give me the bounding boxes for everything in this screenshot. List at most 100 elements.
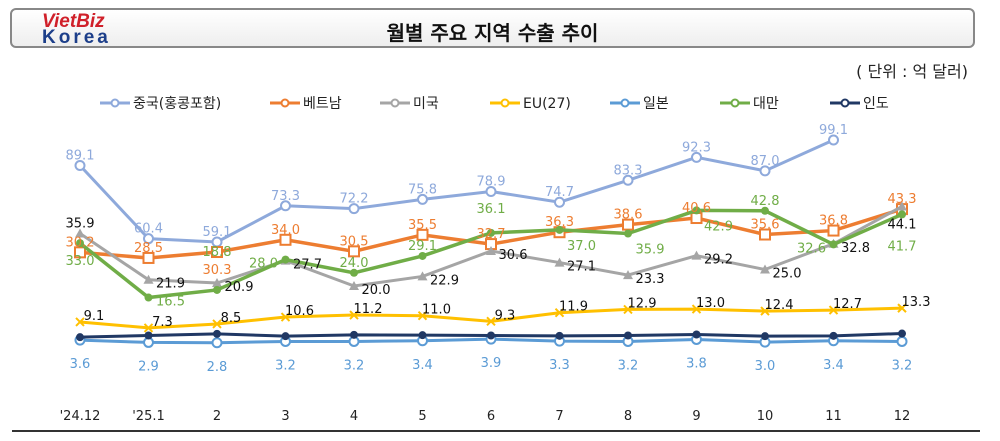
- data-point: [348, 245, 360, 258]
- data-label: 11.9: [559, 300, 588, 315]
- x-tick-label: 2: [213, 409, 221, 424]
- data-label: 3.8: [686, 356, 707, 371]
- data-label: 3.2: [618, 358, 639, 373]
- data-label: 12.4: [765, 298, 794, 313]
- x-tick-label: 9: [692, 409, 700, 424]
- data-point: [898, 210, 906, 219]
- x-tick-label: 7: [555, 409, 563, 424]
- data-point: [897, 303, 907, 313]
- unit-label: ( 단위 : 억 달러): [856, 62, 968, 81]
- data-label: 16.5: [156, 295, 185, 310]
- data-label: 32.8: [841, 241, 870, 256]
- data-point: [350, 268, 358, 277]
- data-label: 87.0: [751, 154, 780, 169]
- legend-label: 미국: [413, 96, 439, 112]
- data-point: [623, 270, 633, 280]
- data-point: [554, 257, 565, 267]
- data-point: [759, 228, 771, 241]
- data-label: 3.2: [892, 358, 913, 373]
- data-point: [829, 331, 838, 340]
- data-label: 2.9: [138, 359, 159, 374]
- data-point: [417, 271, 428, 281]
- data-label: 35.9: [636, 243, 665, 258]
- data-point: [418, 331, 427, 340]
- data-label: 30.2: [66, 235, 95, 250]
- x-tick-label: 10: [757, 409, 774, 424]
- data-label: 3.0: [755, 359, 776, 374]
- data-label: 29.1: [408, 239, 437, 254]
- data-label: 30.5: [340, 234, 369, 249]
- data-label: 35.5: [408, 218, 437, 233]
- data-label: 36.8: [819, 214, 848, 229]
- data-label: 34.0: [271, 223, 300, 238]
- data-point: [761, 206, 769, 215]
- title-bar: VietBiz Korea 월별 주요 지역 수출 추이: [10, 8, 975, 48]
- data-point: [692, 206, 701, 215]
- data-label: 13.0: [696, 296, 725, 311]
- data-point: [828, 305, 839, 315]
- legend-marker: [620, 98, 630, 108]
- legend-marker: [110, 98, 120, 108]
- x-tick-label: 5: [418, 409, 426, 424]
- data-point: [211, 246, 223, 259]
- series-line: [78, 138, 835, 244]
- data-point: [624, 229, 632, 238]
- legend-marker: [280, 98, 290, 108]
- data-point: [281, 332, 290, 341]
- data-point: [74, 246, 86, 259]
- data-point: [76, 333, 84, 342]
- data-label: 11.2: [354, 302, 383, 317]
- data-label: 3.4: [412, 358, 433, 373]
- data-label: 35.6: [751, 218, 780, 233]
- x-tick-label: 11: [825, 409, 842, 424]
- legend-label: 베트남: [303, 96, 342, 112]
- data-point: [486, 316, 496, 327]
- data-label: 74.7: [545, 185, 574, 200]
- data-label: 42.8: [751, 194, 780, 209]
- data-label: 3.2: [275, 358, 296, 373]
- data-point: [691, 304, 702, 314]
- legend-item: EU(27): [490, 96, 571, 112]
- data-point: [760, 306, 770, 316]
- data-label: 11.0: [422, 303, 451, 318]
- data-label: 3.3: [549, 358, 570, 373]
- data-label: 24.0: [340, 256, 369, 271]
- data-label: 73.3: [271, 189, 300, 204]
- data-point: [623, 304, 633, 315]
- data-label: 23.3: [636, 272, 665, 287]
- data-label: 35.9: [66, 217, 95, 232]
- data-label: 3.6: [70, 357, 91, 372]
- data-point: [554, 196, 565, 208]
- data-point: [143, 323, 154, 333]
- data-point: [213, 285, 221, 294]
- x-tick-label: 4: [350, 409, 358, 424]
- data-point: [280, 200, 291, 212]
- data-label: 20.9: [225, 280, 254, 295]
- data-label: 25.0: [773, 267, 802, 282]
- data-label: 9.1: [84, 309, 105, 324]
- data-label: 36.3: [545, 215, 574, 230]
- data-point: [279, 233, 292, 246]
- data-label: 59.1: [203, 225, 232, 240]
- data-label: 92.3: [682, 140, 711, 155]
- legend-item: 베트남: [270, 96, 342, 112]
- legend-label: 대만: [753, 96, 779, 112]
- data-label: 8.5: [221, 311, 242, 326]
- data-point: [143, 233, 154, 245]
- legend-item: 미국: [380, 96, 439, 112]
- data-point: [143, 274, 154, 284]
- data-label: 22.9: [430, 273, 459, 288]
- data-label: 42.9: [704, 219, 733, 234]
- data-point: [349, 281, 359, 290]
- data-point: [350, 330, 358, 339]
- data-point: [829, 240, 838, 249]
- data-point: [75, 317, 85, 327]
- data-point: [211, 337, 223, 349]
- data-label: 89.1: [66, 149, 95, 164]
- legend-label: 중국(홍콩포함): [133, 96, 221, 112]
- x-tick-label: '25.1: [132, 409, 165, 424]
- data-point: [417, 310, 428, 321]
- data-label: 20.0: [362, 283, 391, 298]
- data-label: 13.3: [902, 295, 931, 310]
